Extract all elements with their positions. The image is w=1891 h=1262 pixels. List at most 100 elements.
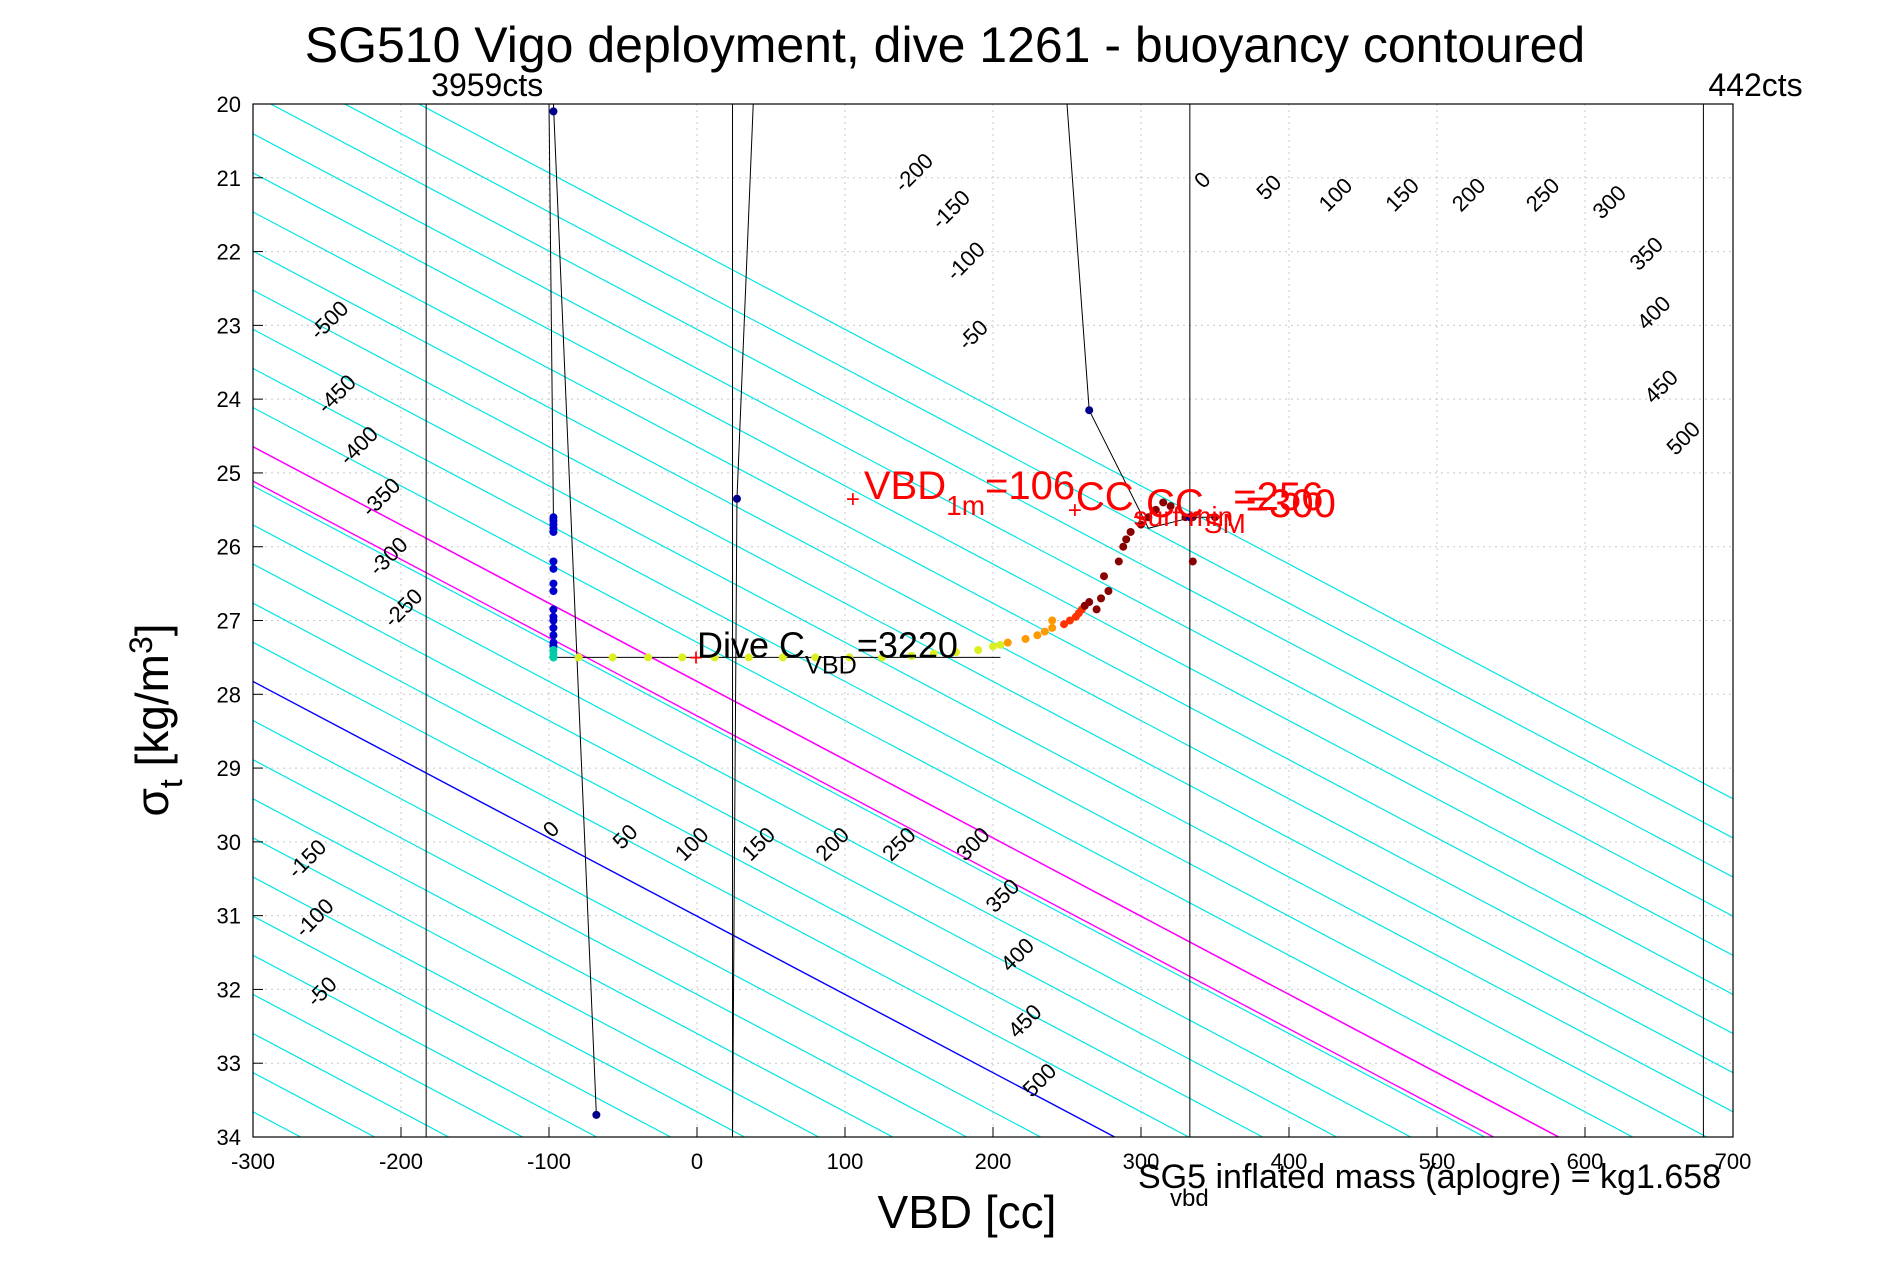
contour-label: 100 <box>670 822 714 866</box>
data-point <box>1021 634 1030 643</box>
data-point <box>1085 598 1094 607</box>
dive-c-label-tail: =3220 <box>857 624 958 665</box>
data-point <box>644 653 653 662</box>
dive-path <box>548 104 1215 1137</box>
contour-line <box>253 563 1337 1137</box>
contour-line <box>253 172 1733 956</box>
data-point <box>1092 605 1101 614</box>
x-tick-label: -100 <box>527 1149 571 1174</box>
cc-surf-label-tail: =256 <box>1233 475 1323 519</box>
y-axis-label-sup: 3 <box>123 636 159 654</box>
count-line-label: 3959cts <box>431 67 543 103</box>
data-point <box>845 653 854 662</box>
x-tick-label: 500 <box>1419 1149 1456 1174</box>
y-tick-label: 31 <box>217 904 241 929</box>
y-tick-label: 24 <box>217 387 241 412</box>
footer-text: SG5 inflated mass (aplogre) = kg1.658 <box>1138 1158 1721 1196</box>
contour-line <box>253 485 1485 1137</box>
data-point <box>549 579 558 588</box>
data-point <box>678 653 687 662</box>
contour-line <box>253 211 1733 996</box>
y-tick-label: 33 <box>217 1051 241 1076</box>
data-point <box>907 651 916 660</box>
data-point <box>1122 535 1131 544</box>
data-point <box>549 653 558 662</box>
y-axis-label-rest: [kg/m <box>126 654 178 779</box>
contour-line <box>253 406 1633 1137</box>
axes: 3959cts 442cts-300 -200 -100 0 100 200 300 400 50… <box>217 67 1803 1174</box>
contour-label: 250 <box>1521 173 1565 217</box>
contour-label: 500 <box>1661 416 1705 460</box>
footer-text-sub: vbd <box>1170 1185 1209 1212</box>
vbd1m-label-marker: + <box>846 486 860 513</box>
cc-label-tail: =300 <box>1246 482 1336 526</box>
data-point <box>549 616 558 625</box>
vbd1m-label-main: VBD <box>864 464 946 508</box>
contour-label: -200 <box>889 148 938 197</box>
contour-line <box>253 954 597 1137</box>
contour-line <box>253 759 967 1137</box>
x-tick-label: 600 <box>1567 1149 1604 1174</box>
contour-line <box>253 133 1733 917</box>
dive-c-label-main: Dive C <box>697 624 805 665</box>
contour-label: -250 <box>379 583 428 632</box>
contour-label: 0 <box>538 816 564 842</box>
data-point <box>878 653 886 662</box>
data-point <box>1159 498 1168 507</box>
data-point <box>549 586 558 595</box>
data-point <box>1033 631 1042 640</box>
contour-label: 150 <box>736 822 780 866</box>
data-point <box>1166 502 1175 511</box>
contour-label: 500 <box>1018 1058 1062 1102</box>
data-point <box>1085 406 1094 415</box>
x-axis-label: VBD [cc] <box>878 1186 1057 1238</box>
y-tick-label: 26 <box>217 535 241 560</box>
contour-label: -100 <box>941 237 990 286</box>
y-axis-label: σt [kg/m3] <box>123 623 189 816</box>
data-point <box>1097 594 1106 603</box>
contour-line <box>253 524 1411 1137</box>
y-tick-label: 27 <box>217 609 241 634</box>
cc-label-marker: + <box>1133 504 1147 531</box>
contour-line <box>418 104 1733 800</box>
contour-label: -50 <box>953 315 993 355</box>
data-point <box>1065 616 1074 625</box>
vbd1m-label-sub: 1m <box>946 490 985 521</box>
y-tick-label: 32 <box>217 977 241 1002</box>
x-tick-label: 200 <box>975 1149 1012 1174</box>
data-point <box>574 653 583 662</box>
contour-line <box>253 328 1733 1113</box>
data-point <box>1137 520 1145 529</box>
data-point <box>549 623 558 632</box>
data-points <box>549 107 1219 1119</box>
footer-text-main: SG5 inflated mass (aplogre) = kg1.658 <box>1138 1158 1721 1196</box>
contour-labels: -500-450-400-350-300-250-200-150-100-500… <box>282 148 1705 1102</box>
y-tick-label: 34 <box>217 1125 241 1150</box>
grid-lines <box>253 104 1733 1137</box>
cc-surf-label-sub: surf min <box>1134 501 1234 532</box>
contour-label: -500 <box>305 296 354 345</box>
data-point <box>608 653 617 662</box>
data-point <box>1126 527 1135 536</box>
contour-label: -450 <box>312 369 361 418</box>
data-point <box>1100 572 1108 581</box>
data-point <box>811 653 820 662</box>
y-axis-label-close: ] <box>126 623 178 636</box>
dive-c-label: Dive CVBD=3220 <box>697 624 958 679</box>
contour-label: 50 <box>1251 170 1286 205</box>
count-lines <box>425 104 1704 1137</box>
x-tick-label: 100 <box>827 1149 864 1174</box>
data-point <box>1119 542 1128 551</box>
contour-label: -50 <box>302 971 342 1011</box>
contour-line <box>253 250 1733 1035</box>
contour-label: 200 <box>810 822 854 866</box>
data-point <box>778 653 787 662</box>
contour-label: 300 <box>951 822 995 866</box>
contour-label: 450 <box>1003 999 1047 1043</box>
x-tick-label: -300 <box>231 1149 275 1174</box>
data-point <box>549 564 558 573</box>
y-tick-label: 21 <box>217 166 241 191</box>
y-axis-label-main: σ <box>126 788 178 816</box>
contour-line <box>253 837 819 1137</box>
